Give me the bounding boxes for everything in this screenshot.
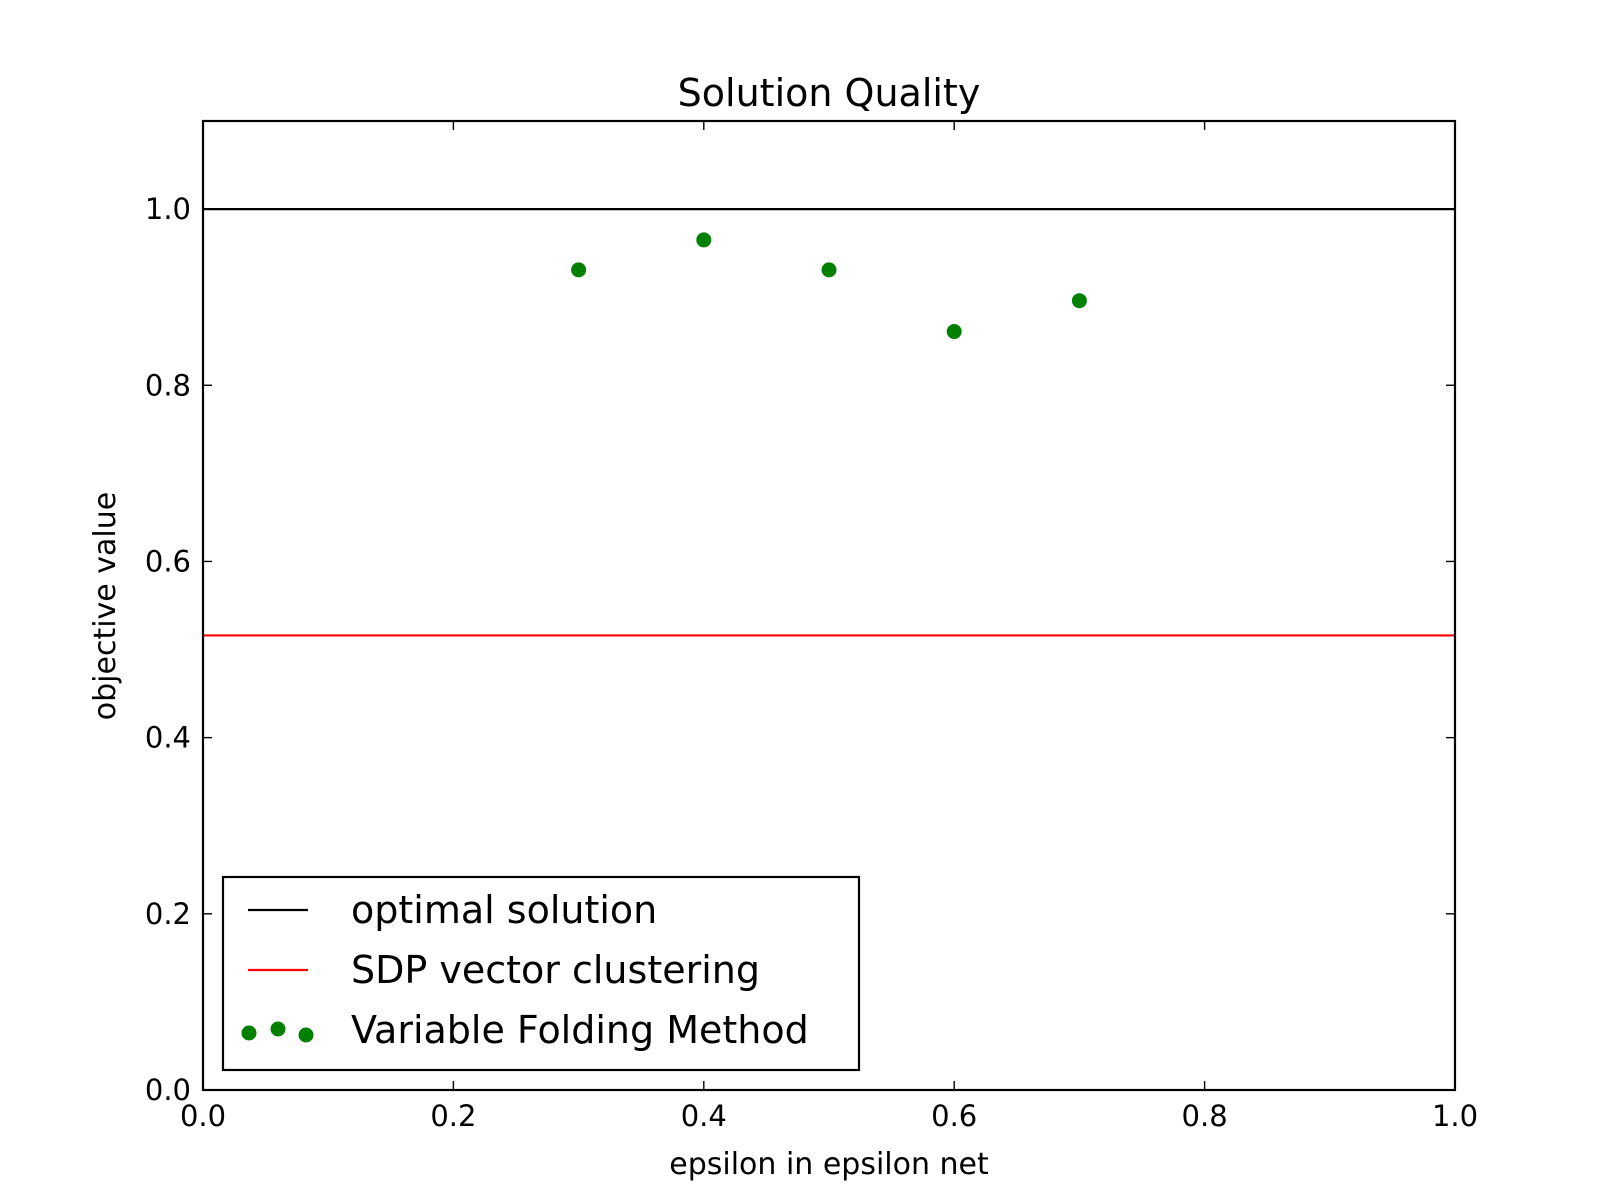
x-tick-label: 0.6 [931, 1099, 977, 1133]
x-tick-label: 1.0 [1432, 1099, 1478, 1133]
series-layer [203, 207, 1455, 637]
legend-label-optimal-solution: optimal solution [351, 888, 657, 932]
data-point [1071, 293, 1087, 309]
y-tick-label: 0.0 [145, 1073, 191, 1107]
x-tick-label: 0.4 [681, 1099, 727, 1133]
y-tick-label: 0.8 [145, 368, 191, 402]
x-tick-label: 0.0 [180, 1099, 226, 1133]
x-axis-title: epsilon in epsilon net [669, 1147, 989, 1182]
legend-label-sdp-vector-clustering: SDP vector clustering [351, 948, 760, 992]
y-tick-label: 0.2 [145, 897, 191, 931]
legend-swatch-dot [298, 1027, 314, 1043]
y-tick-label: 1.0 [145, 192, 191, 226]
x-tick-label: 0.2 [430, 1099, 476, 1133]
plot-frame [201, 119, 1457, 1092]
legend: optimal solution SDP vector clustering V… [221, 875, 861, 1072]
legend-label-variable-folding-method: Variable Folding Method [351, 1008, 809, 1052]
chart-title: Solution Quality [678, 71, 981, 115]
tick-layer: 0.0 0.2 0.4 0.6 0.8 1.0 0.0 0.2 0.4 0.6 0.8 1.0 [145, 121, 1478, 1133]
y-tick-label: 0.4 [145, 721, 191, 755]
y-axis-title: objective value [88, 492, 123, 720]
legend-frame [221, 875, 861, 1072]
data-point [821, 262, 837, 278]
y-tick-label: 0.6 [145, 544, 191, 578]
legend-swatch-dot [270, 1021, 286, 1037]
data-point [696, 232, 712, 248]
data-point [946, 324, 962, 340]
legend-swatch-dot [241, 1025, 257, 1041]
data-point [571, 262, 587, 278]
x-tick-label: 0.8 [1182, 1099, 1228, 1133]
